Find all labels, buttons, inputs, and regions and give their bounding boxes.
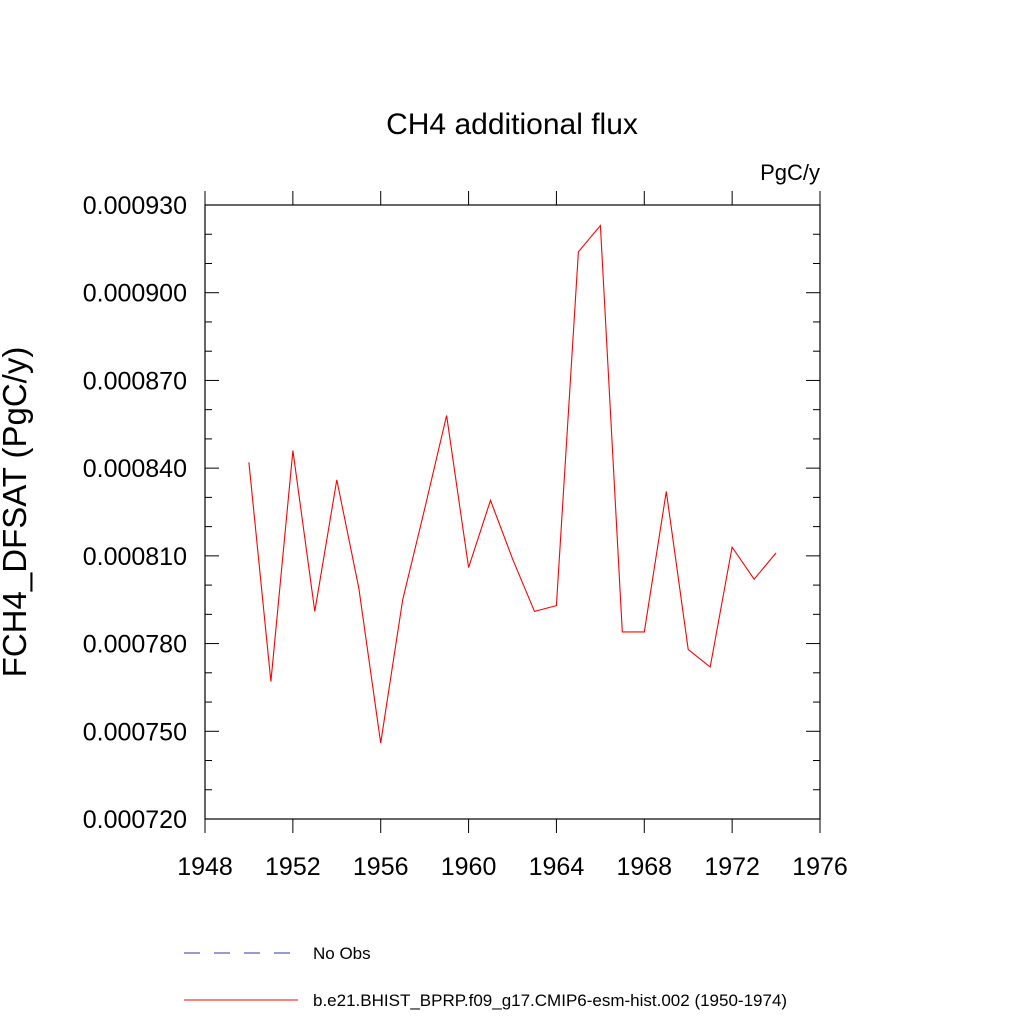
y-tick-label: 0.000870 [83,367,187,395]
y-tick-label: 0.000750 [83,718,187,746]
y-tick-label: 0.000840 [83,455,187,483]
legend: No Obs b.e21.BHIST_BPRP.f09_g17.CMIP6-esm… [184,944,787,1010]
y-tick-label: 0.000810 [83,543,187,571]
x-axis-ticks: 1948 1952 1956 1960 1964 1968 1972 1976 [177,191,848,881]
x-tick-label: 1972 [704,853,760,881]
x-tick-label: 1968 [616,853,672,881]
x-tick-label: 1976 [792,853,848,881]
y-axis-label: FCH4_DFSAT (PgC/y) [0,347,33,678]
y-tick-label: 0.000720 [83,806,187,834]
legend-label: No Obs [313,944,371,963]
x-tick-label: 1948 [177,853,233,881]
y-tick-label: 0.000780 [83,631,187,659]
x-tick-label: 1964 [529,853,585,881]
plot-border [204,204,821,820]
units-label: PgC/y [760,160,820,185]
x-tick-label: 1956 [353,853,409,881]
y-tick-label: 0.000930 [83,192,187,220]
chart-title: CH4 additional flux [386,108,638,141]
x-tick-label: 1960 [441,853,497,881]
y-axis-ticks: 0.000720 0.000750 0.000780 0.000810 0.000840… [83,192,820,834]
legend-label: b.e21.BHIST_BPRP.f09_g17.CMIP6-esm-hist.… [313,991,787,1010]
plot-frame [204,204,821,820]
series-layer [248,224,777,744]
y-tick-label: 0.000900 [83,280,187,308]
series-line [248,224,777,744]
x-tick-label: 1952 [265,853,321,881]
